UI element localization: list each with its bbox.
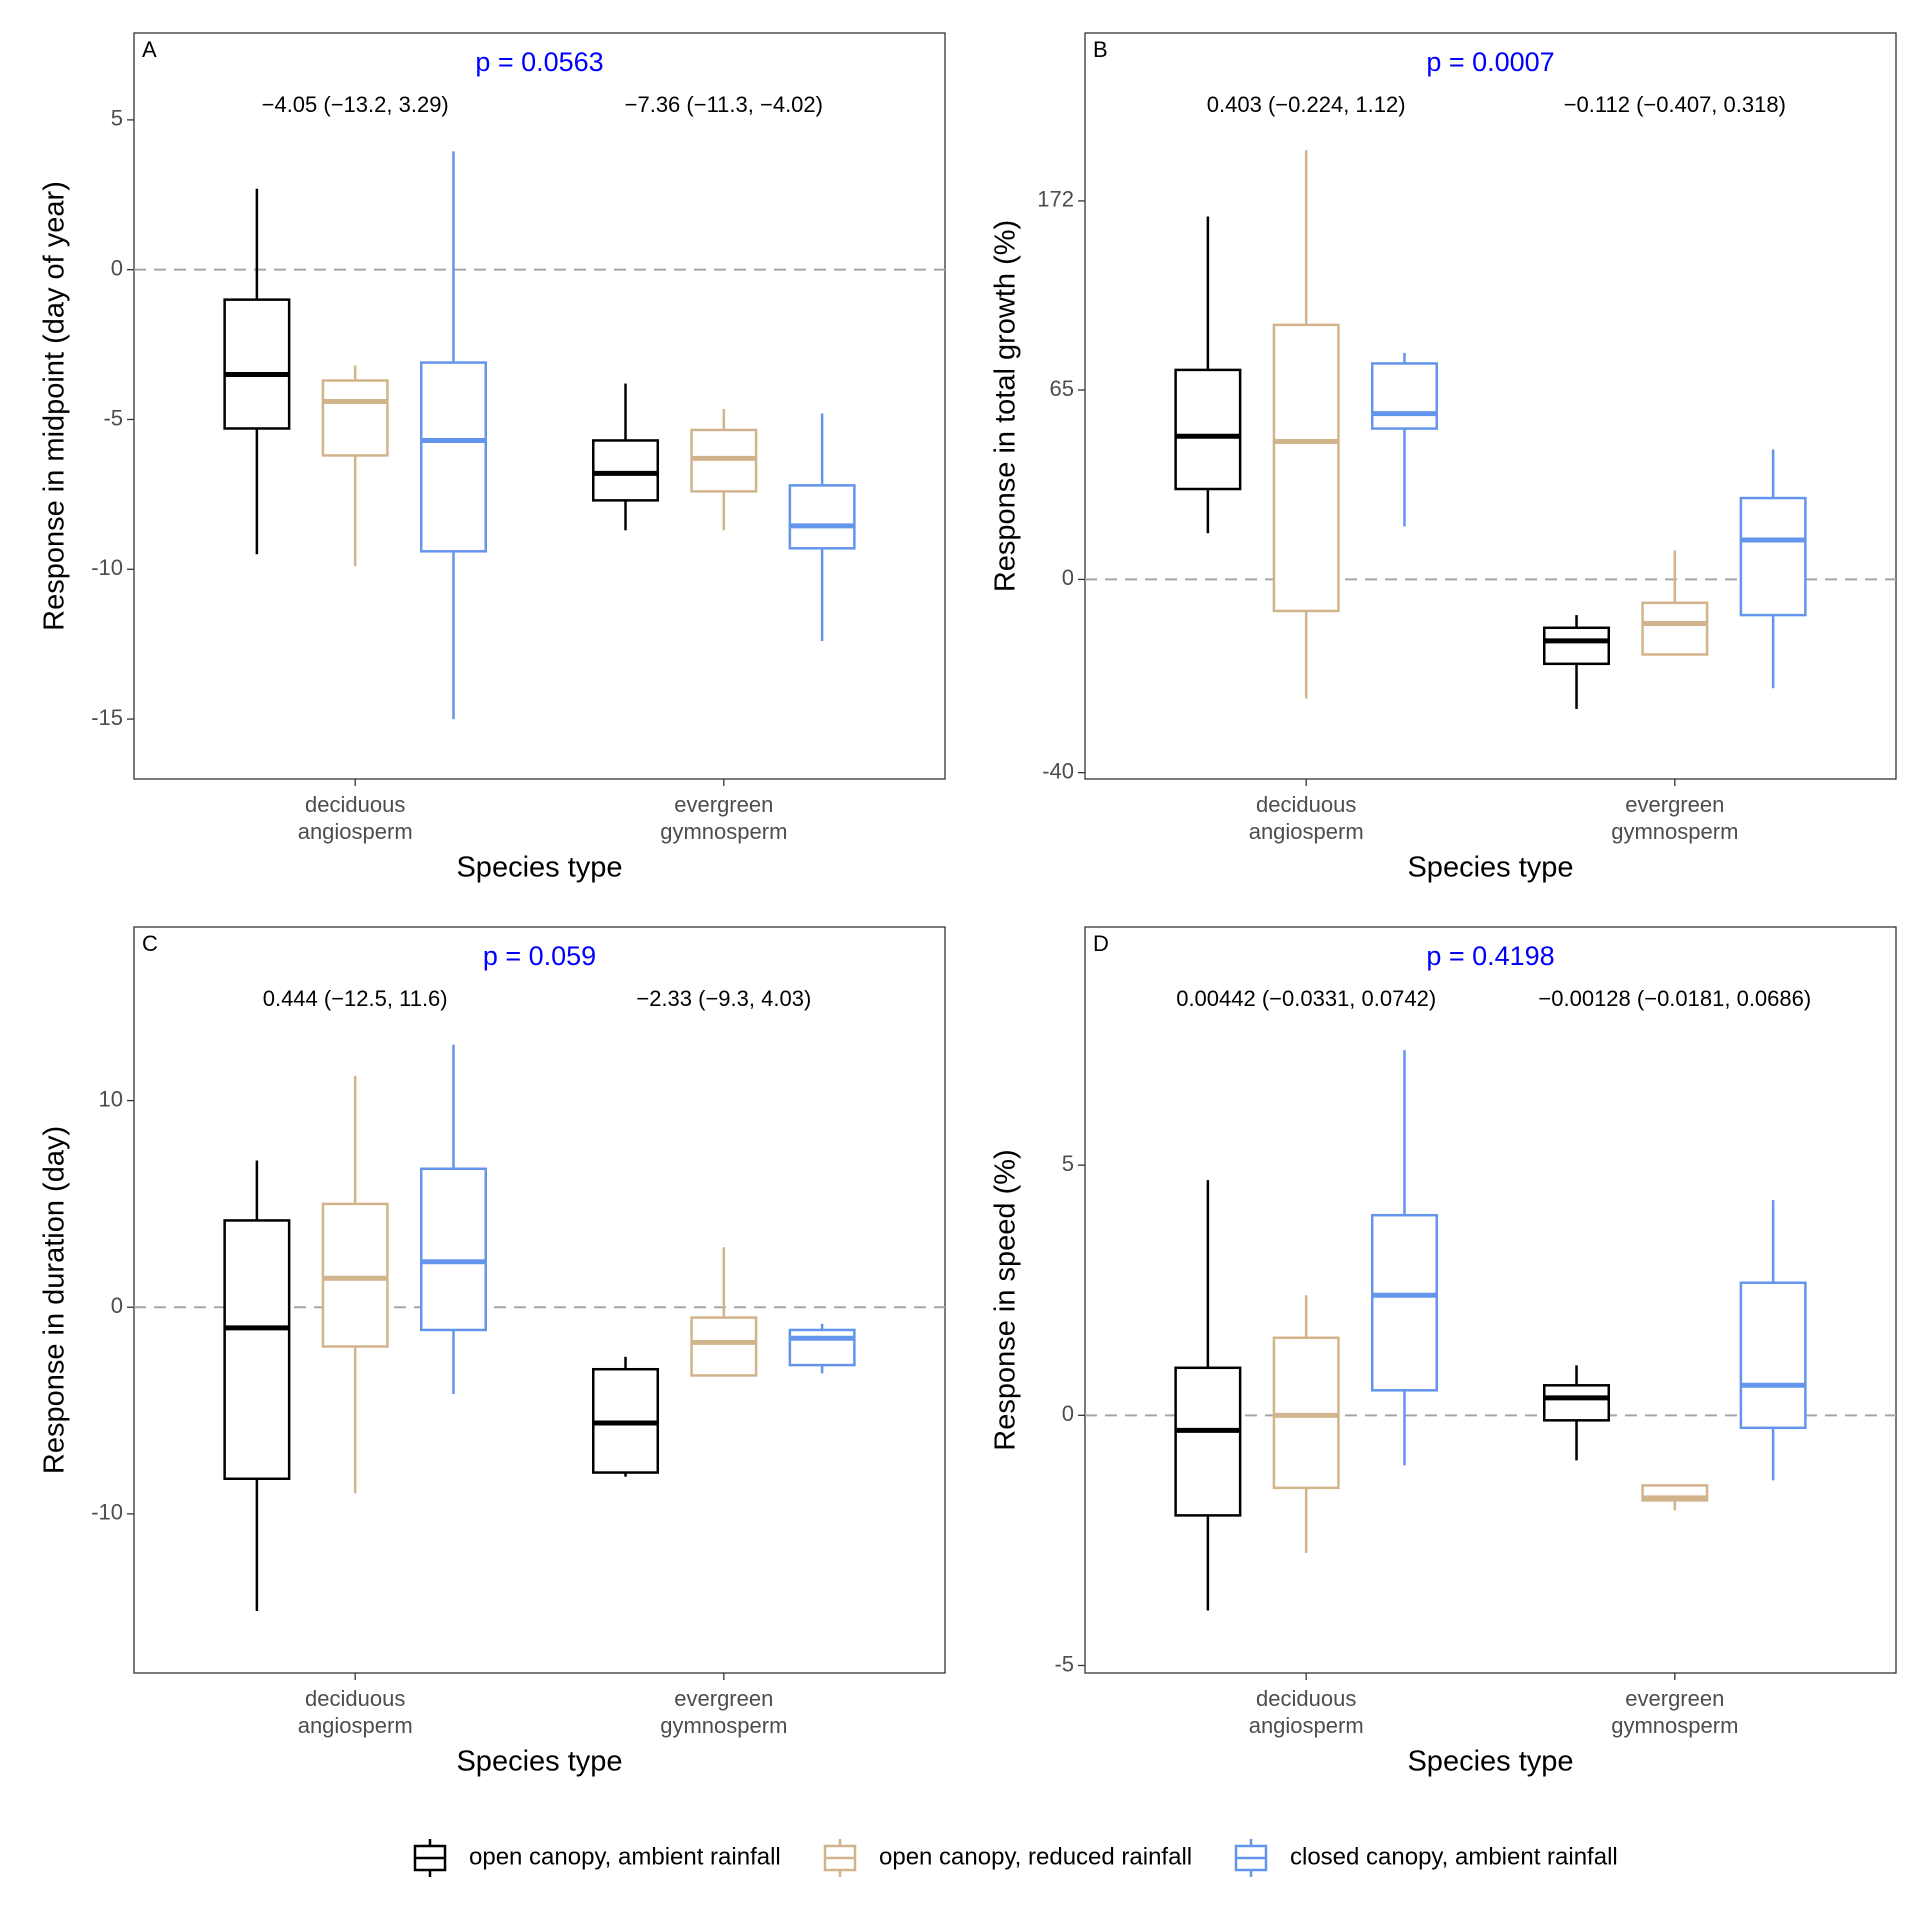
legend-label: closed canopy, ambient rainfall — [1290, 1843, 1618, 1870]
box — [1641, 601, 1709, 656]
y-tick-label: 65 — [1050, 376, 1074, 401]
box — [1370, 362, 1438, 430]
group-annotation: −2.33 (−9.3, 4.03) — [636, 986, 811, 1011]
x-tick-label: deciduous — [1256, 792, 1356, 817]
x-tick-label: evergreen — [674, 1686, 773, 1711]
y-tick-label: 0 — [1062, 1401, 1074, 1426]
y-tick-label: -40 — [1042, 758, 1074, 783]
box — [1543, 1384, 1611, 1422]
x-tick-label: deciduous — [1256, 1686, 1356, 1711]
group-annotation: 0.403 (−0.224, 1.12) — [1207, 92, 1406, 117]
y-axis-title: Response in speed (%) — [990, 1149, 1022, 1450]
p-value: p = 0.0563 — [475, 47, 603, 77]
p-value: p = 0.059 — [483, 941, 596, 971]
box — [1370, 1213, 1438, 1392]
box — [1739, 1281, 1807, 1430]
panel-label: C — [142, 931, 158, 956]
box — [788, 484, 856, 550]
box — [1174, 368, 1242, 491]
group-annotation: −0.112 (−0.407, 0.318) — [1564, 92, 1786, 117]
legend-item: open canopy, reduced rainfall — [823, 1839, 1192, 1877]
legend-label: open canopy, ambient rainfall — [469, 1843, 781, 1870]
y-axis-title: Response in midpoint (day of year) — [39, 181, 71, 631]
p-value: p = 0.0007 — [1426, 47, 1554, 77]
x-tick-label: gymnosperm — [1611, 1713, 1738, 1738]
x-tick-label: gymnosperm — [1611, 819, 1738, 844]
x-axis-title: Species type — [456, 852, 622, 884]
box — [1272, 1336, 1340, 1490]
y-tick-label: 5 — [1062, 1151, 1074, 1176]
x-tick-label: deciduous — [305, 792, 405, 817]
panel-label: A — [142, 37, 157, 62]
box — [1739, 496, 1807, 617]
box — [1272, 323, 1340, 613]
legend-item: closed canopy, ambient rainfall — [1234, 1839, 1618, 1877]
group-annotation: −4.05 (−13.2, 3.29) — [262, 92, 449, 117]
x-axis-title: Species type — [1407, 1746, 1573, 1778]
box — [223, 1219, 291, 1481]
x-tick-label: deciduous — [305, 1686, 405, 1711]
group-annotation: −7.36 (−11.3, −4.02) — [625, 92, 823, 117]
x-tick-label: evergreen — [1625, 1686, 1724, 1711]
y-tick-label: -10 — [91, 555, 123, 580]
x-tick-label: angiosperm — [1249, 1713, 1364, 1738]
y-tick-label: -5 — [1054, 1651, 1074, 1676]
panel-label: B — [1093, 37, 1108, 62]
y-tick-label: -10 — [91, 1500, 123, 1525]
box — [419, 1167, 487, 1332]
box — [321, 1202, 389, 1348]
x-axis-title: Species type — [1407, 852, 1573, 884]
box — [788, 1328, 856, 1367]
y-tick-label: 0 — [111, 255, 123, 280]
group-annotation: 0.444 (−12.5, 11.6) — [263, 986, 448, 1011]
x-tick-label: evergreen — [674, 792, 773, 817]
box — [419, 361, 487, 553]
y-tick-label: 0 — [1062, 565, 1074, 590]
y-tick-label: 172 — [1037, 187, 1074, 212]
x-tick-label: angiosperm — [1249, 819, 1364, 844]
x-tick-label: evergreen — [1625, 792, 1724, 817]
panel-label: D — [1093, 931, 1109, 956]
p-value: p = 0.4198 — [1426, 941, 1554, 971]
box — [223, 298, 291, 430]
box — [690, 1316, 758, 1377]
group-annotation: 0.00442 (−0.0331, 0.0742) — [1176, 986, 1436, 1011]
box — [321, 379, 389, 457]
box — [592, 439, 660, 502]
y-tick-label: 0 — [111, 1293, 123, 1318]
x-tick-label: angiosperm — [298, 819, 413, 844]
y-tick-label: -5 — [103, 405, 123, 430]
legend-item: open canopy, ambient rainfall — [413, 1839, 781, 1877]
x-tick-label: gymnosperm — [660, 1713, 787, 1738]
x-axis-title: Species type — [456, 1746, 622, 1778]
x-tick-label: angiosperm — [298, 1713, 413, 1738]
legend-label: open canopy, reduced rainfall — [879, 1843, 1192, 1870]
y-tick-label: 5 — [111, 106, 123, 131]
y-tick-label: 10 — [99, 1086, 123, 1111]
y-axis-title: Response in total growth (%) — [990, 220, 1022, 592]
box — [1174, 1366, 1242, 1517]
box — [1543, 626, 1611, 666]
group-annotation: −0.00128 (−0.0181, 0.0686) — [1538, 986, 1811, 1011]
x-tick-label: gymnosperm — [660, 819, 787, 844]
y-axis-title: Response in duration (day) — [39, 1126, 71, 1474]
y-tick-label: -15 — [91, 705, 123, 730]
